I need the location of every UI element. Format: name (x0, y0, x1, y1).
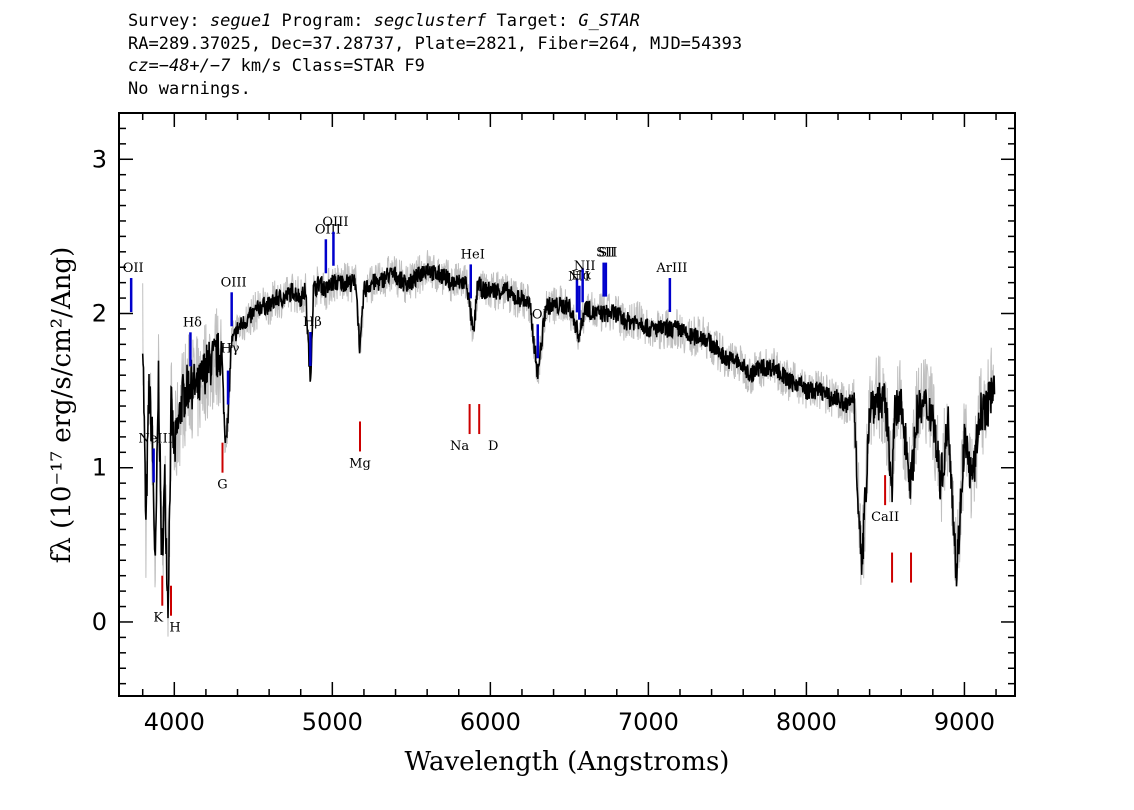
emission-label-hei: HeI (461, 247, 485, 262)
target-value: G_STAR (578, 11, 640, 31)
target-label: Target: (486, 11, 579, 31)
spectral-line-markers: OIINeIIIHδHγOIIIHβOIIIOIIIHeIOINIIHαNIIS… (123, 215, 913, 636)
header-line-coordinates: RA=289.37025, Dec=37.28737, Plate=2821, … (128, 33, 743, 54)
x-tick-label: 6000 (460, 708, 521, 736)
emission-label-ariii: ArIII (655, 261, 687, 276)
absorption-label-caii: CaII (871, 510, 899, 525)
absorption-label-na: Na (450, 439, 469, 454)
survey-value: segue1 (209, 11, 272, 31)
flux-series (141, 263, 996, 619)
emission-label-nii: NII (568, 269, 590, 284)
emission-label-neiii: NeIII (138, 431, 172, 446)
y-tick-label: 3 (92, 145, 107, 173)
x-tick-label: 9000 (934, 708, 995, 736)
cz-label: cz (128, 56, 149, 76)
absorption-label-mg: Mg (349, 456, 371, 471)
absorption-label-g: G (217, 478, 227, 493)
header-line-survey: Survey: segue1 Program: segclusterf Targ… (128, 10, 742, 33)
emission-label-h-: Hγ (220, 342, 239, 357)
x-tick-label: 5000 (302, 708, 363, 736)
flux-series-line (141, 263, 996, 619)
emission-label-oii: OII (123, 261, 144, 276)
y-tick-label: 1 (92, 454, 107, 482)
absorption-label-k: K (153, 611, 163, 626)
axis-ticks: 4000 5000 6000 7000 8000 9000 0 1 2 3 (92, 113, 1015, 736)
y-tick-label: 0 (92, 608, 107, 636)
emission-label-oiii: OIII (322, 215, 348, 230)
spectrum-header: Survey: segue1 Program: segclusterf Targ… (128, 10, 742, 100)
emission-label-oi: OI (532, 307, 548, 322)
x-axis-title: Wavelength (Angstroms) (405, 747, 730, 777)
y-tick-label: 2 (92, 300, 107, 328)
header-line-redshift: cz=−48+/−7 km/s Class=STAR F9 (128, 55, 742, 78)
absorption-label-d: D (488, 439, 498, 454)
y-axis-title: fλ (10⁻¹⁷ erg/s/cm²/Ang) (47, 247, 77, 563)
x-tick-label: 4000 (144, 708, 205, 736)
cz-value: =−48+/−7 (148, 56, 231, 76)
x-tick-label: 7000 (618, 708, 679, 736)
absorption-label-h: H (169, 621, 180, 636)
x-tick-label: 8000 (776, 708, 837, 736)
program-value: segclusterf (373, 11, 487, 31)
emission-label-h-: Hβ (303, 315, 322, 330)
emission-label-h-: Hδ (183, 315, 202, 330)
header-line-warnings: No warnings. (128, 78, 251, 99)
emission-label-sii: SII (598, 246, 617, 261)
survey-label: Survey: (128, 11, 210, 31)
emission-label-nii: NII (574, 259, 596, 274)
plot-frame (118, 112, 1016, 697)
cz-class: km/s Class=STAR F9 (230, 56, 425, 76)
emission-label-sii: SII (596, 246, 615, 261)
emission-label-oiii: OIII (221, 275, 247, 290)
program-label: Program: (271, 11, 374, 31)
